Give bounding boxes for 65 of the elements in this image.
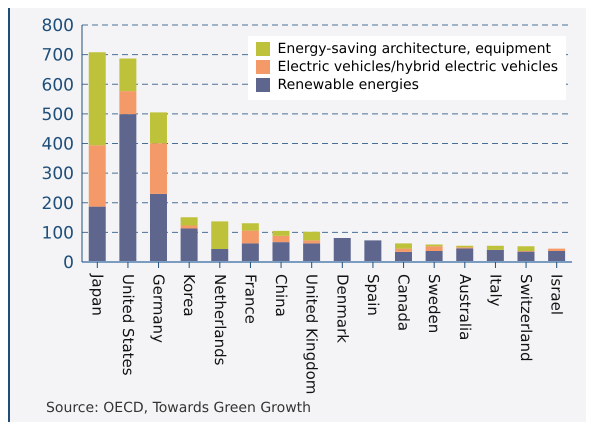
x-tick-label: Korea [180,274,198,317]
bar [426,251,443,262]
bar [272,236,290,242]
x-tick-label: Japan [88,273,106,316]
bar [272,242,290,262]
source-note: Source: OECD, Towards Green Growth [46,400,312,416]
bar [426,246,443,252]
x-tick-label: China [272,274,290,317]
bar [456,248,474,262]
y-tick-label: 800 [42,16,74,36]
bar [334,238,351,262]
x-tick-label: Denmark [333,274,352,344]
y-tick-label: 0 [63,253,74,274]
x-tick-label: Sweden [425,274,444,334]
bar [119,58,136,92]
bar [180,226,198,229]
bar [517,246,534,252]
bar [548,251,566,262]
bar [486,246,504,250]
x-tick-label: United States [118,274,137,376]
bar [150,194,167,262]
bar [150,112,167,144]
legend-label: Renewable energies [278,77,419,93]
bar [364,240,382,262]
bar [150,143,167,194]
x-tick-label: Switzerland [517,274,536,362]
bar [394,248,412,252]
x-tick-label: Netherlands [210,274,229,366]
bar [242,243,259,262]
bar [486,250,504,262]
bar [303,240,320,244]
x-tick-label: Italy [486,274,504,307]
bar [88,145,106,207]
bar [303,243,320,262]
bar [180,228,198,262]
bar [548,248,566,252]
x-tick-label: Canada [394,274,413,332]
bar [211,221,228,249]
y-tick-label: 400 [42,134,74,155]
bar [88,206,106,262]
y-tick-label: 500 [42,104,74,125]
x-tick-label: Germany [150,274,168,344]
bar [119,91,136,114]
legend-label: Energy-saving architecture, equipment [278,41,551,57]
y-tick-label: 200 [42,194,74,214]
x-tick-label: Israel [548,274,566,315]
y-tick-label: 600 [42,75,74,96]
bar [517,252,534,262]
bar [119,114,136,262]
bar [272,230,290,236]
x-tick-label: Australia [456,274,474,340]
bar [242,223,259,231]
bar [394,243,412,249]
y-tick-label: 100 [42,223,74,244]
bar [180,217,198,226]
bar [88,52,106,146]
bar [242,230,259,244]
x-tick-label: United Kingdom [302,274,321,394]
legend-label: Electric vehicles/hybrid electric vehicles [278,59,558,75]
bar [211,248,228,262]
x-tick-label: France [241,274,260,324]
bar [303,232,320,240]
y-tick-label: 700 [42,46,74,66]
y-tick-label: 300 [42,164,74,184]
x-tick-label: Spain [364,274,382,316]
